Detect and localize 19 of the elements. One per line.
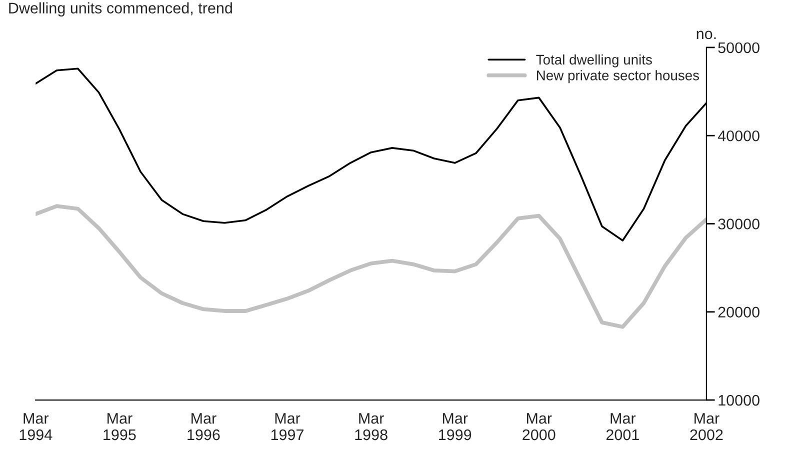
legend-label: New private sector houses [537,70,700,84]
x-tick-label: Mar 1998 [355,413,388,440]
y-tick-label: 50000 [718,42,760,54]
y-tick-label: 40000 [718,130,760,142]
x-tick-label: Mar 1995 [104,413,136,440]
y-axis-title: no. [696,30,716,40]
y-tick-label: 10000 [718,394,760,406]
x-tick-label: Mar 1994 [20,413,52,440]
x-tick-label: Mar 1997 [271,413,304,440]
y-tick-label: 20000 [718,306,760,318]
x-tick-label: Mar 2001 [606,413,639,440]
x-tick-label: Mar 2002 [690,413,723,440]
x-tick-label: Mar 2000 [522,413,556,440]
x-tick-label: Mar 1996 [188,413,220,440]
y-tick-label: 30000 [718,218,760,230]
line-series [36,204,706,329]
chart-title: Dwelling units commenced, trend [9,2,232,16]
x-tick-label: Mar 1999 [439,413,472,440]
legend-label: Total dwelling units [536,54,652,68]
